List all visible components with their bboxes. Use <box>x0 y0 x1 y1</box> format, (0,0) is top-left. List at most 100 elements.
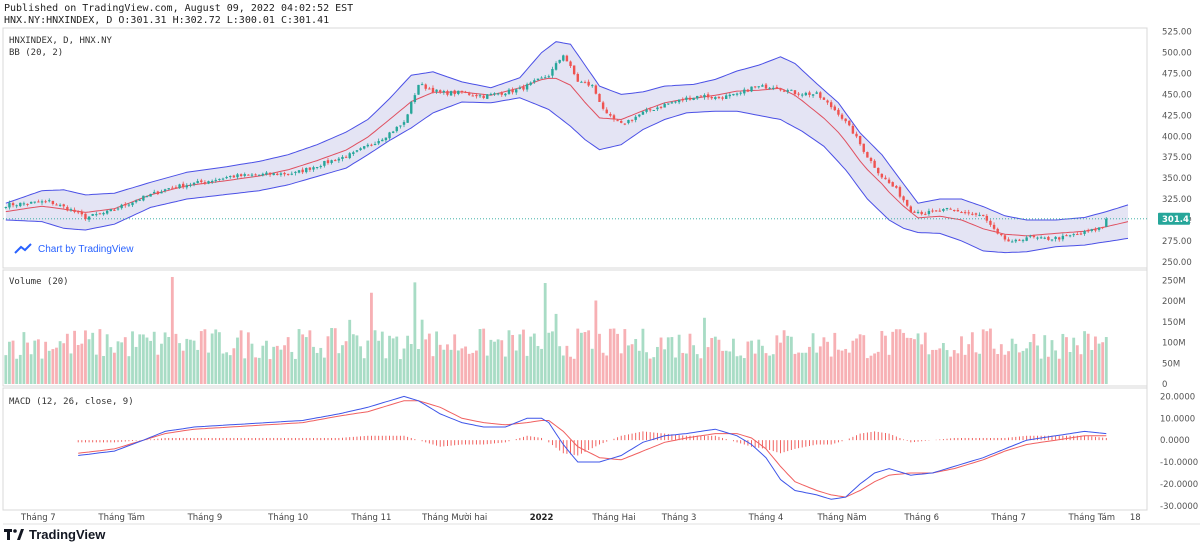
volume-bar <box>1025 348 1029 384</box>
candle-body <box>905 199 909 206</box>
volume-bar <box>294 358 297 384</box>
candle-body <box>851 125 855 134</box>
volume-bar <box>608 328 612 384</box>
volume-bar <box>373 330 377 384</box>
candle-body <box>116 208 120 210</box>
volume-bar <box>583 332 587 384</box>
tradingview-logo-icon <box>4 529 24 540</box>
volume-bar <box>873 353 877 384</box>
volume-bar <box>789 336 793 384</box>
price-legend-symbol: HNXINDEX, D, HNX.NY <box>9 36 113 46</box>
candle-body <box>829 102 833 108</box>
volume-bar <box>902 332 905 384</box>
volume-bar <box>616 333 619 384</box>
volume-bar <box>1018 352 1021 384</box>
volume-bar <box>489 339 493 384</box>
candle-body <box>334 160 337 162</box>
candle-body <box>308 167 312 170</box>
candle-body <box>247 174 250 176</box>
volume-bar <box>1090 349 1094 384</box>
volume-bar <box>1050 340 1054 384</box>
candle-body <box>873 160 876 168</box>
candle-body <box>949 208 952 210</box>
volume-bar <box>514 350 518 384</box>
volume-bar <box>174 333 178 384</box>
volume-bar <box>290 351 294 384</box>
candle-body <box>956 210 960 212</box>
candle-body <box>196 181 199 184</box>
candle-body <box>19 202 22 207</box>
x-axis-label: Tháng Tám <box>97 513 145 523</box>
volume-bar <box>536 345 540 384</box>
volume-bar <box>47 350 51 384</box>
candle-body <box>239 174 243 176</box>
candle-body <box>645 109 648 112</box>
volume-bar <box>1065 337 1068 384</box>
volume-bar <box>377 340 381 384</box>
candle-body <box>250 174 254 176</box>
volume-bar <box>905 337 909 384</box>
axis-labels: 525.00 500.00 475.00 450.00 425.00 400.00 375.… <box>20 28 1198 523</box>
volume-bar <box>1036 345 1039 384</box>
candle-body <box>460 90 464 93</box>
candle-body <box>927 210 931 215</box>
candle-body <box>685 97 688 100</box>
volume-bar <box>44 341 48 384</box>
candle-body <box>232 175 236 178</box>
candle-body <box>471 95 474 97</box>
price-tick-label: 350.00 <box>1162 174 1192 184</box>
volume-bar <box>341 345 344 384</box>
candle-body <box>721 97 724 99</box>
candle-body <box>1039 237 1043 239</box>
volume-bar <box>33 340 37 384</box>
candle-body <box>301 169 304 173</box>
volume-bar <box>637 350 641 384</box>
candle-body <box>963 212 967 214</box>
candle-body <box>366 144 370 147</box>
volume-bar <box>40 358 44 384</box>
volume-bar <box>417 349 420 384</box>
candle-body <box>69 209 73 211</box>
volume-bar <box>272 346 276 384</box>
volume-bar <box>239 330 243 384</box>
candle-body <box>605 109 608 114</box>
candle-body <box>779 89 782 91</box>
candle-body <box>518 87 522 89</box>
candle-body <box>978 214 981 216</box>
candle-body <box>431 87 435 93</box>
candle-body <box>305 168 308 173</box>
candle-body <box>439 90 442 93</box>
candle-body <box>536 78 540 81</box>
candle-body <box>160 191 163 194</box>
volume-bar <box>1068 352 1072 384</box>
candle-body <box>55 204 58 206</box>
candle-body <box>272 173 275 176</box>
volume-bar <box>1007 351 1010 384</box>
volume-bar <box>681 352 685 384</box>
volume-bar <box>656 346 659 384</box>
candle-body <box>254 174 257 176</box>
volume-bar <box>981 329 985 384</box>
volume-bar <box>916 333 920 384</box>
volume-bar <box>648 358 652 384</box>
candle-body <box>210 180 214 182</box>
candle-body <box>507 89 511 94</box>
candle-body <box>960 212 963 214</box>
candle-body <box>73 209 76 212</box>
footer-brand[interactable]: TradingView <box>4 527 105 542</box>
macd-panel[interactable] <box>2 387 1148 511</box>
chart-credit[interactable]: Chart by TradingView <box>14 243 133 255</box>
volume-bar <box>120 342 124 384</box>
volume-bar <box>826 341 829 384</box>
volume-bar <box>1104 337 1108 384</box>
candle-body <box>920 211 923 215</box>
volume-bar <box>402 348 406 384</box>
price-tick-label: 375.00 <box>1162 153 1192 163</box>
candle-body <box>547 76 551 78</box>
candle-body <box>848 120 851 126</box>
candle-body <box>352 152 355 154</box>
published-info: Published on TradingView.com, August 09,… <box>4 3 354 14</box>
candle-body <box>840 114 844 119</box>
candle-body <box>1025 237 1028 241</box>
